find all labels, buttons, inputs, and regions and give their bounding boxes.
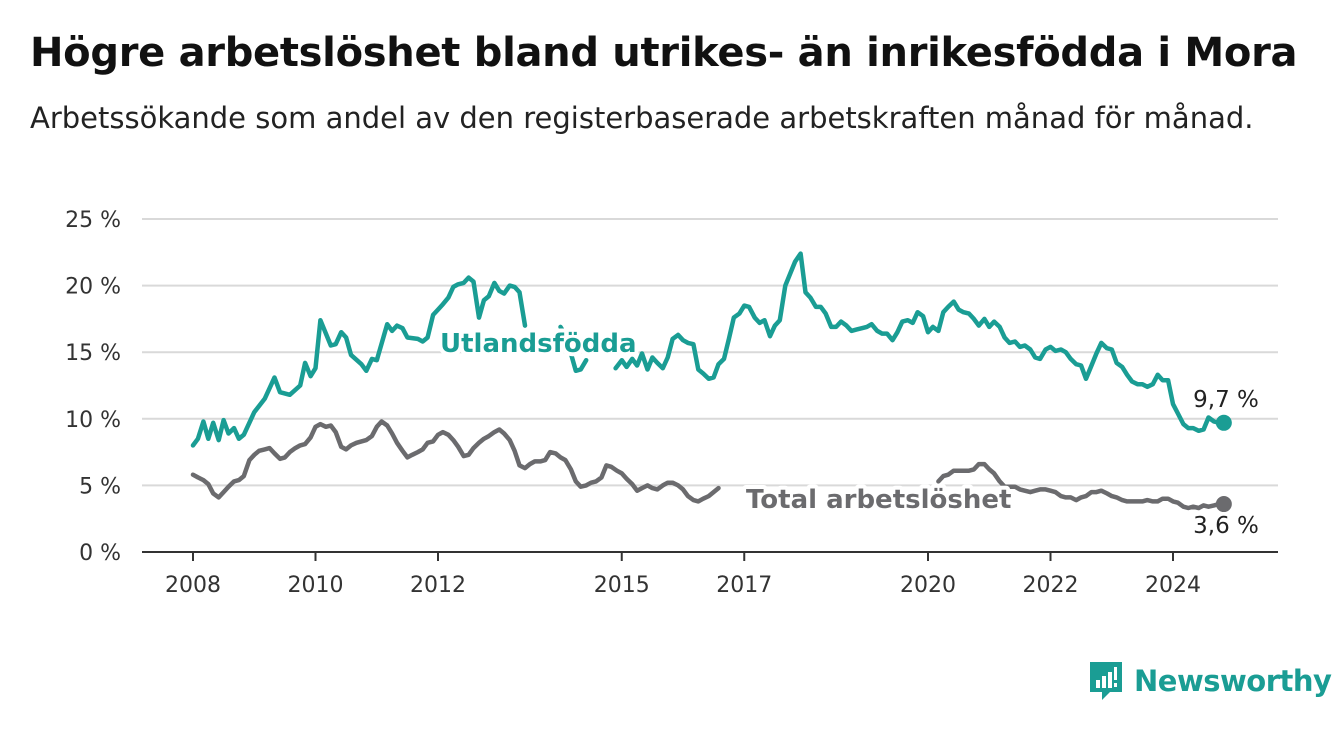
y-tick-label: 0 % [79, 541, 121, 566]
series-lines [190, 251, 1232, 513]
y-tick-label: 10 % [65, 408, 121, 433]
y-tick-label: 25 % [65, 208, 121, 233]
end-label-utlandsfodda: 9,7 % [1193, 387, 1259, 413]
x-tick-label: 2008 [165, 573, 221, 598]
series-label-total: Total arbetslöshet [746, 485, 1011, 515]
end-point-utlandsfodda [1215, 414, 1232, 431]
y-tick-label: 20 % [65, 275, 121, 300]
chart-subtitle: Arbetssökande som andel av den registerb… [30, 101, 1254, 135]
series-line-utlandsfodda [558, 324, 589, 374]
end-point-total [1215, 496, 1232, 513]
x-tick-label: 2024 [1145, 573, 1201, 598]
y-tick-label: 5 % [79, 474, 121, 499]
series-line-utlandsfodda [613, 251, 1227, 434]
brand-logo: Newsworthy [1088, 660, 1332, 702]
y-axis-ticks: 0 % 5 % 10 % 15 % 20 % 25 % [65, 208, 121, 566]
series-line-utlandsfodda [190, 275, 528, 448]
chart-title: Högre arbetslöshet bland utrikes- än inr… [30, 30, 1298, 76]
x-axis-ticks: 2008 2010 2012 2015 2017 2020 2022 2024 [165, 552, 1201, 598]
brand-name: Newsworthy [1134, 664, 1332, 698]
series-line-total [190, 419, 721, 504]
series-labels: Utlandsfödda Total arbetslöshet 9,7 % 3,… [436, 325, 1259, 539]
x-tick-label: 2010 [288, 573, 344, 598]
series-line-total [936, 461, 1227, 511]
end-label-total: 3,6 % [1193, 513, 1259, 539]
x-tick-label: 2020 [900, 573, 956, 598]
series-label-utlandsfodda: Utlandsfödda [440, 329, 637, 359]
newsworthy-icon [1090, 662, 1122, 700]
x-tick-label: 2012 [410, 573, 466, 598]
x-tick-label: 2022 [1023, 573, 1079, 598]
gridlines [142, 218, 1278, 553]
x-tick-label: 2017 [716, 573, 772, 598]
y-tick-label: 15 % [65, 341, 121, 366]
x-tick-label: 2015 [594, 573, 650, 598]
